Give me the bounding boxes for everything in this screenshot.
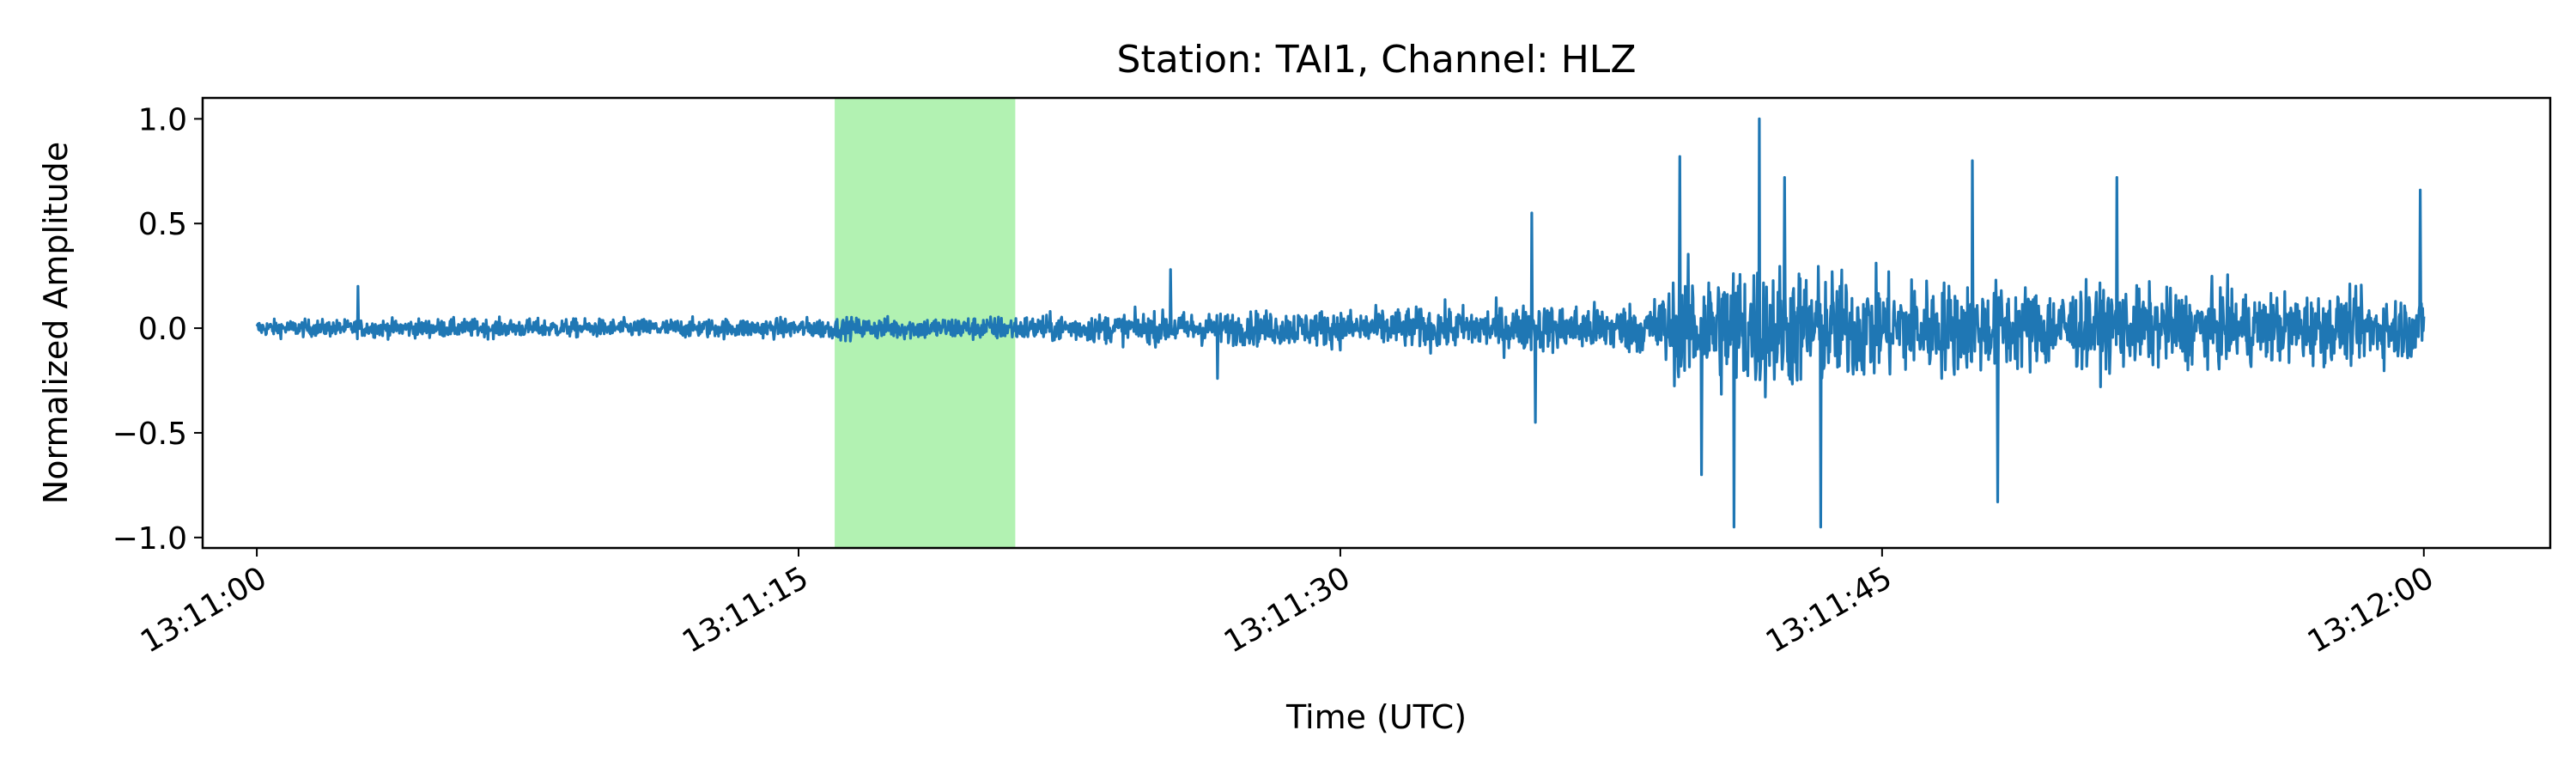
y-tick-label: −0.5 bbox=[112, 417, 187, 452]
y-tick-label: 1.0 bbox=[138, 102, 187, 137]
y-tick-label: 0.0 bbox=[138, 312, 187, 347]
x-axis-label: Time (UTC) bbox=[1285, 698, 1467, 736]
chart-title: Station: TAI1, Channel: HLZ bbox=[1117, 38, 1637, 82]
y-axis: 1.0 0.5 0.0 −0.5 −1.0 bbox=[112, 102, 203, 557]
waveform-trace bbox=[255, 117, 2426, 529]
y-tick-label: 0.5 bbox=[138, 207, 187, 242]
y-tick-label: −1.0 bbox=[112, 521, 187, 557]
plot-frame bbox=[201, 96, 2552, 550]
y-axis-label: Normalized Amplitude bbox=[37, 142, 75, 504]
plot-area bbox=[255, 98, 2426, 548]
